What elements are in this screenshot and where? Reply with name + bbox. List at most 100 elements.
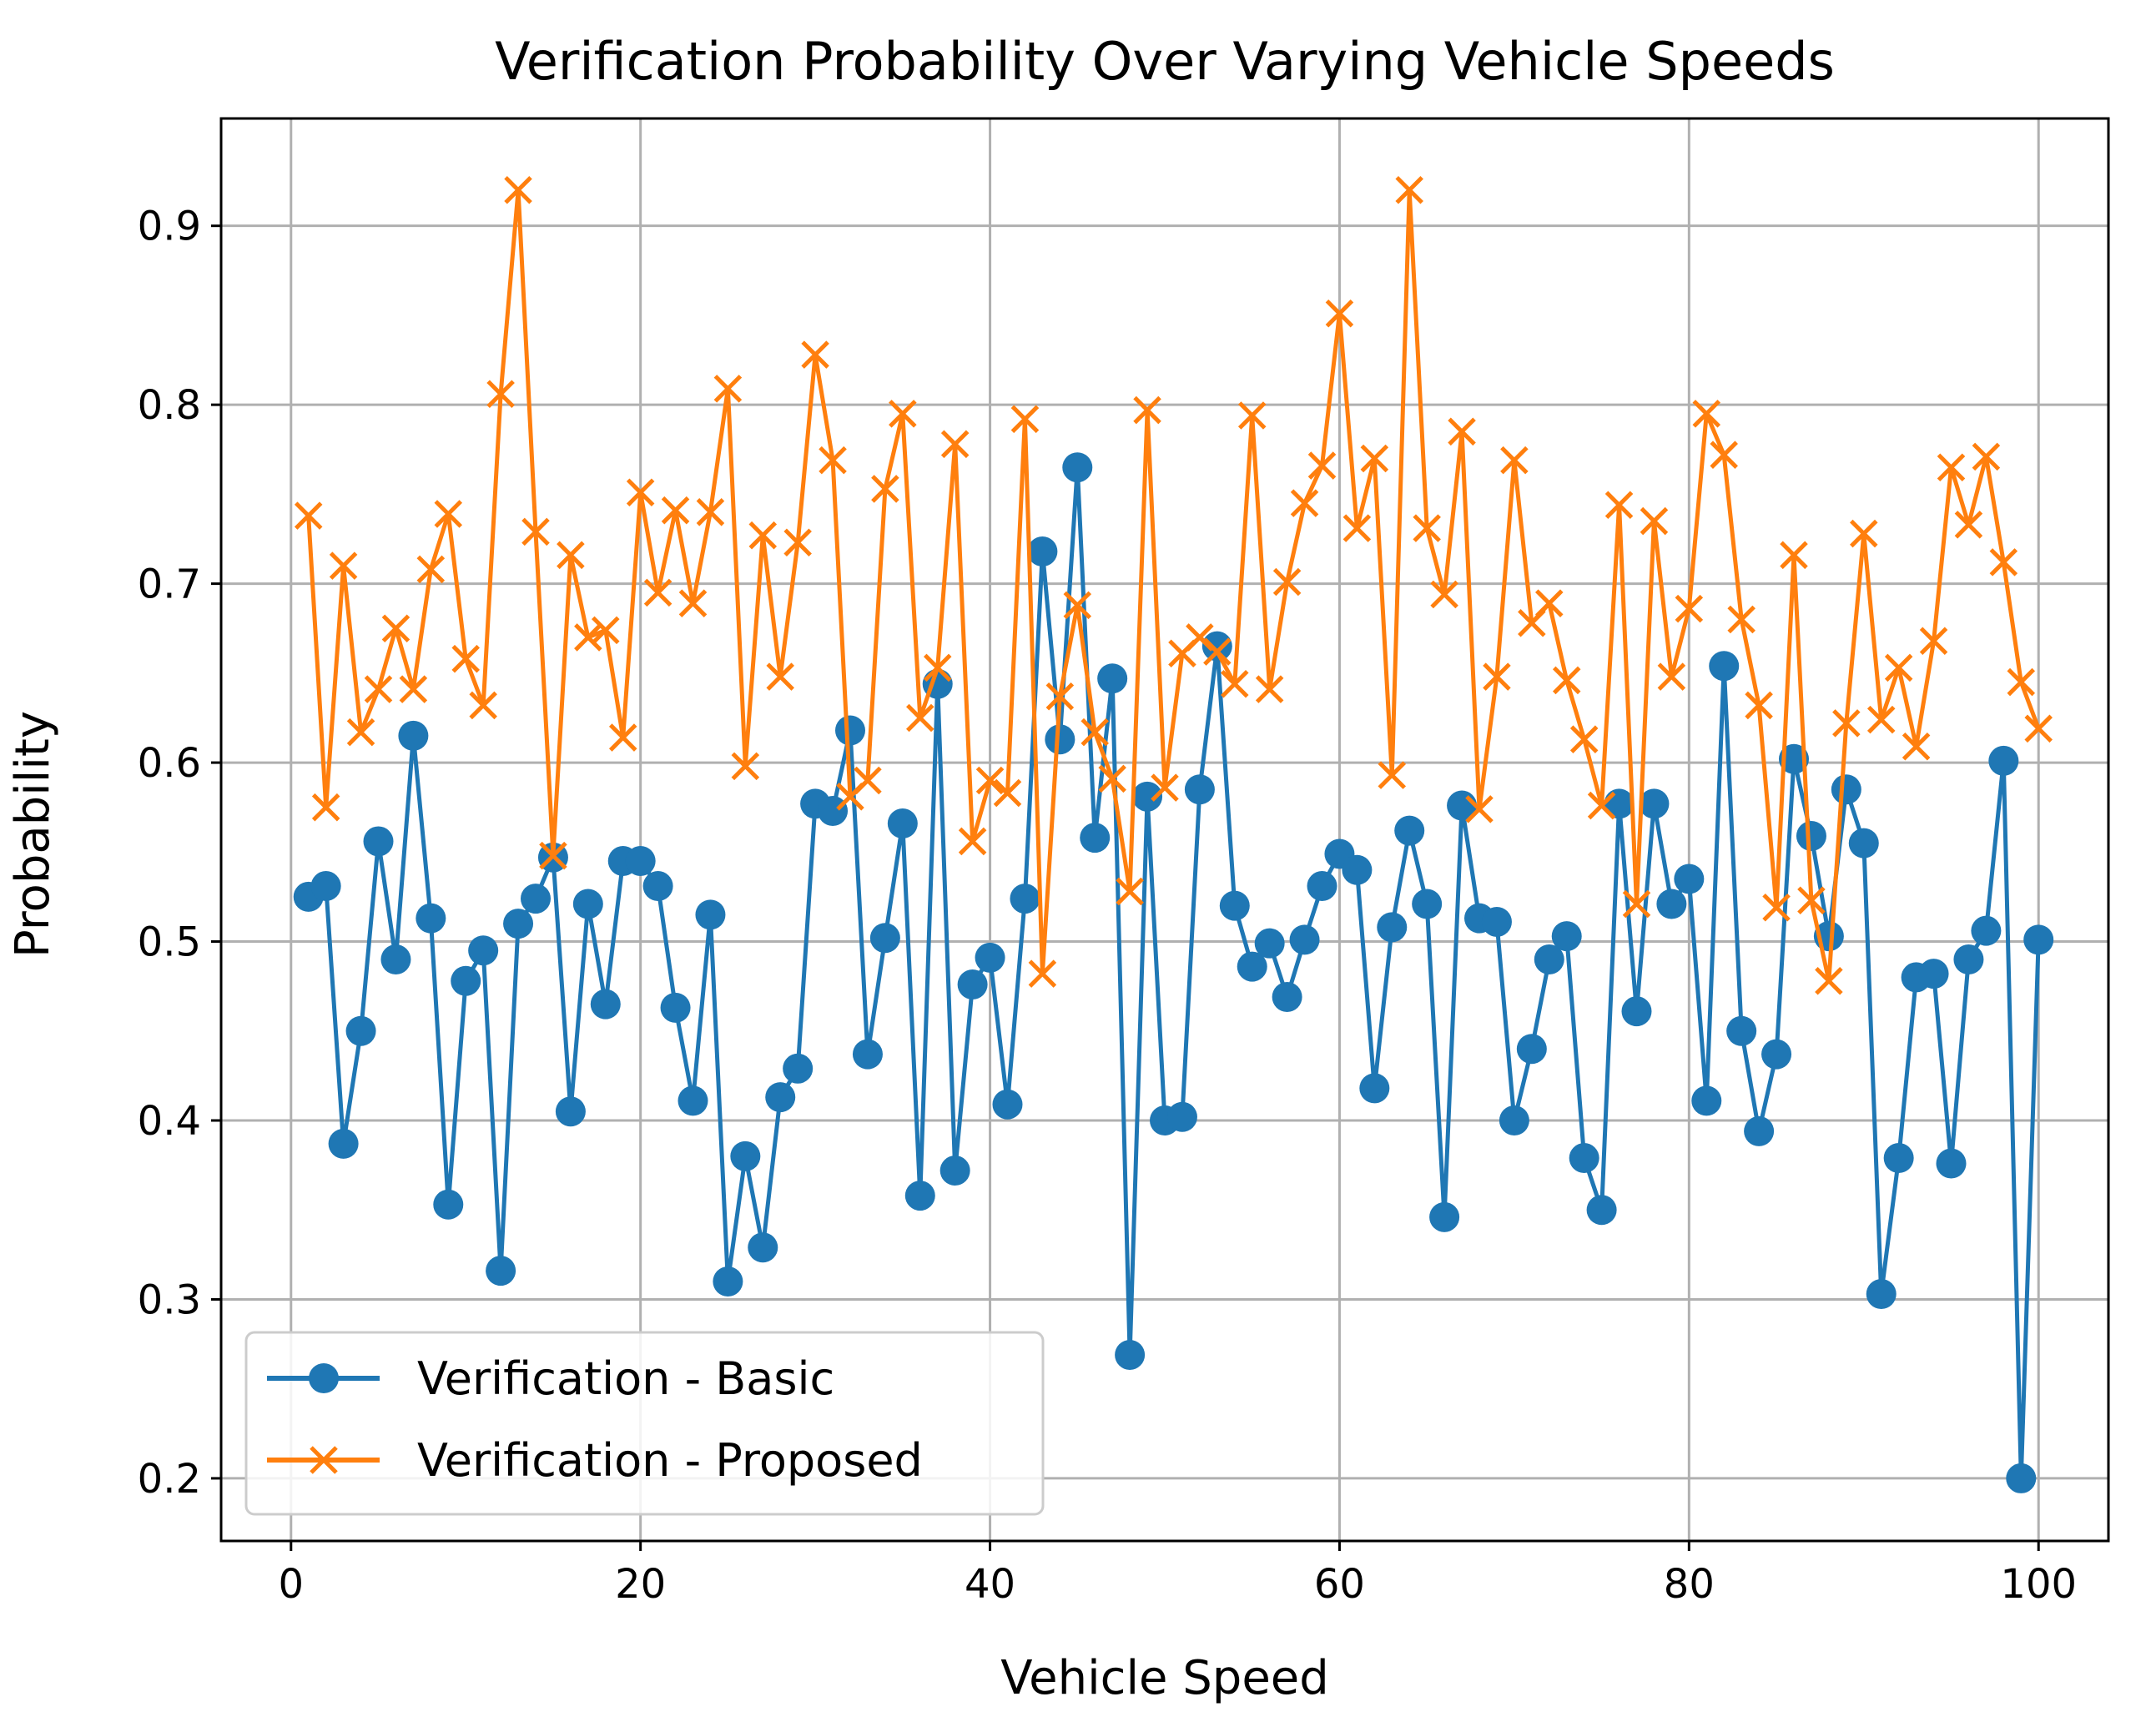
data-point	[1289, 924, 1320, 955]
data-point	[1500, 446, 1529, 475]
data-point	[364, 675, 393, 703]
x-tick-label: 80	[1664, 1561, 1715, 1608]
y-tick-label: 0.7	[138, 561, 201, 608]
data-point	[1780, 541, 1808, 570]
data-point	[642, 871, 673, 902]
data-point	[1081, 718, 1109, 747]
data-point	[1779, 743, 1809, 774]
data-point	[1203, 637, 1232, 666]
data-point	[940, 430, 970, 459]
data-point	[1116, 877, 1144, 906]
data-point	[416, 903, 446, 934]
data-point	[713, 1266, 743, 1297]
data-point	[1640, 506, 1669, 536]
data-point	[1727, 605, 1756, 634]
series-basic	[293, 452, 2054, 1493]
y-tick-label: 0.3	[138, 1276, 201, 1323]
data-point	[1448, 417, 1476, 446]
legend-box	[244, 1331, 1045, 1516]
y-tick-label: 0.6	[138, 740, 201, 787]
data-point	[486, 1256, 516, 1286]
data-point	[1272, 982, 1302, 1013]
data-point	[346, 718, 375, 747]
data-point	[1010, 405, 1040, 434]
data-point	[1395, 176, 1423, 204]
data-point	[416, 555, 446, 584]
data-point	[992, 1089, 1023, 1120]
data-point	[904, 1181, 935, 1211]
data-point	[1919, 627, 1948, 656]
plot-frame	[219, 117, 2110, 1543]
data-point	[1954, 511, 1983, 539]
chart-title: Verification Probability Over Varying Ve…	[495, 31, 1835, 92]
data-point	[1832, 709, 1861, 738]
data-point	[869, 923, 900, 954]
data-point	[1850, 519, 1878, 548]
data-point	[1866, 705, 1896, 734]
data-point	[1937, 453, 1966, 481]
data-point	[1815, 966, 1843, 995]
data-point	[363, 826, 394, 857]
data-point	[678, 589, 708, 617]
data-point	[1237, 951, 1267, 982]
data-point	[1483, 662, 1511, 691]
data-point	[1010, 884, 1040, 914]
data-point	[1569, 725, 1599, 753]
x-tick-label: 100	[2000, 1561, 2077, 1608]
series-lines	[293, 176, 2054, 1493]
data-point	[887, 808, 918, 838]
data-point	[1516, 1034, 1547, 1065]
data-point	[1691, 1085, 1722, 1116]
data-point	[1272, 567, 1302, 597]
data-point	[1359, 1073, 1390, 1104]
data-point	[748, 521, 778, 550]
data-point	[695, 899, 726, 930]
data-point	[2007, 667, 2036, 697]
data-point	[1027, 536, 1058, 567]
x-tick-label: 60	[1314, 1561, 1365, 1608]
data-point	[381, 614, 411, 642]
data-point	[486, 380, 515, 409]
x-tick-label: 0	[279, 1561, 305, 1608]
data-point	[399, 675, 428, 703]
legend-item-basic: Verification - Basic	[267, 1352, 834, 1405]
data-point	[1255, 675, 1284, 703]
data-point	[1674, 864, 1705, 894]
data-point	[1151, 773, 1179, 802]
data-point	[993, 778, 1022, 808]
data-point	[1726, 1015, 1757, 1046]
data-point	[1045, 724, 1075, 755]
data-point	[521, 884, 551, 914]
data-point	[1098, 764, 1126, 793]
data-point	[678, 1085, 708, 1116]
data-point	[1378, 761, 1407, 789]
data-point	[1639, 788, 1670, 819]
data-point	[504, 176, 532, 204]
data-point	[1622, 889, 1651, 919]
data-point	[1971, 915, 2002, 946]
data-point	[1709, 651, 1740, 682]
data-point	[1133, 395, 1161, 425]
x-tick-label: 40	[965, 1561, 1015, 1608]
data-point	[1184, 774, 1215, 805]
data-point	[1657, 662, 1686, 691]
data-point	[1797, 886, 1826, 914]
y-tick-label: 0.9	[138, 204, 201, 250]
data-point	[434, 500, 463, 528]
data-point	[661, 496, 690, 525]
y-tick-label: 0.4	[138, 1098, 201, 1145]
data-point	[539, 841, 567, 870]
data-point	[345, 1015, 376, 1046]
data-point	[1535, 589, 1564, 617]
data-point	[1115, 1339, 1146, 1370]
data-point	[1988, 745, 2019, 776]
data-point	[783, 528, 812, 557]
data-point	[1866, 1279, 1897, 1310]
data-point	[2024, 714, 2053, 743]
data-point	[626, 478, 655, 507]
data-point	[1710, 441, 1738, 469]
data-point	[503, 909, 534, 939]
data-point	[713, 375, 743, 403]
data-point	[1936, 1148, 1967, 1179]
